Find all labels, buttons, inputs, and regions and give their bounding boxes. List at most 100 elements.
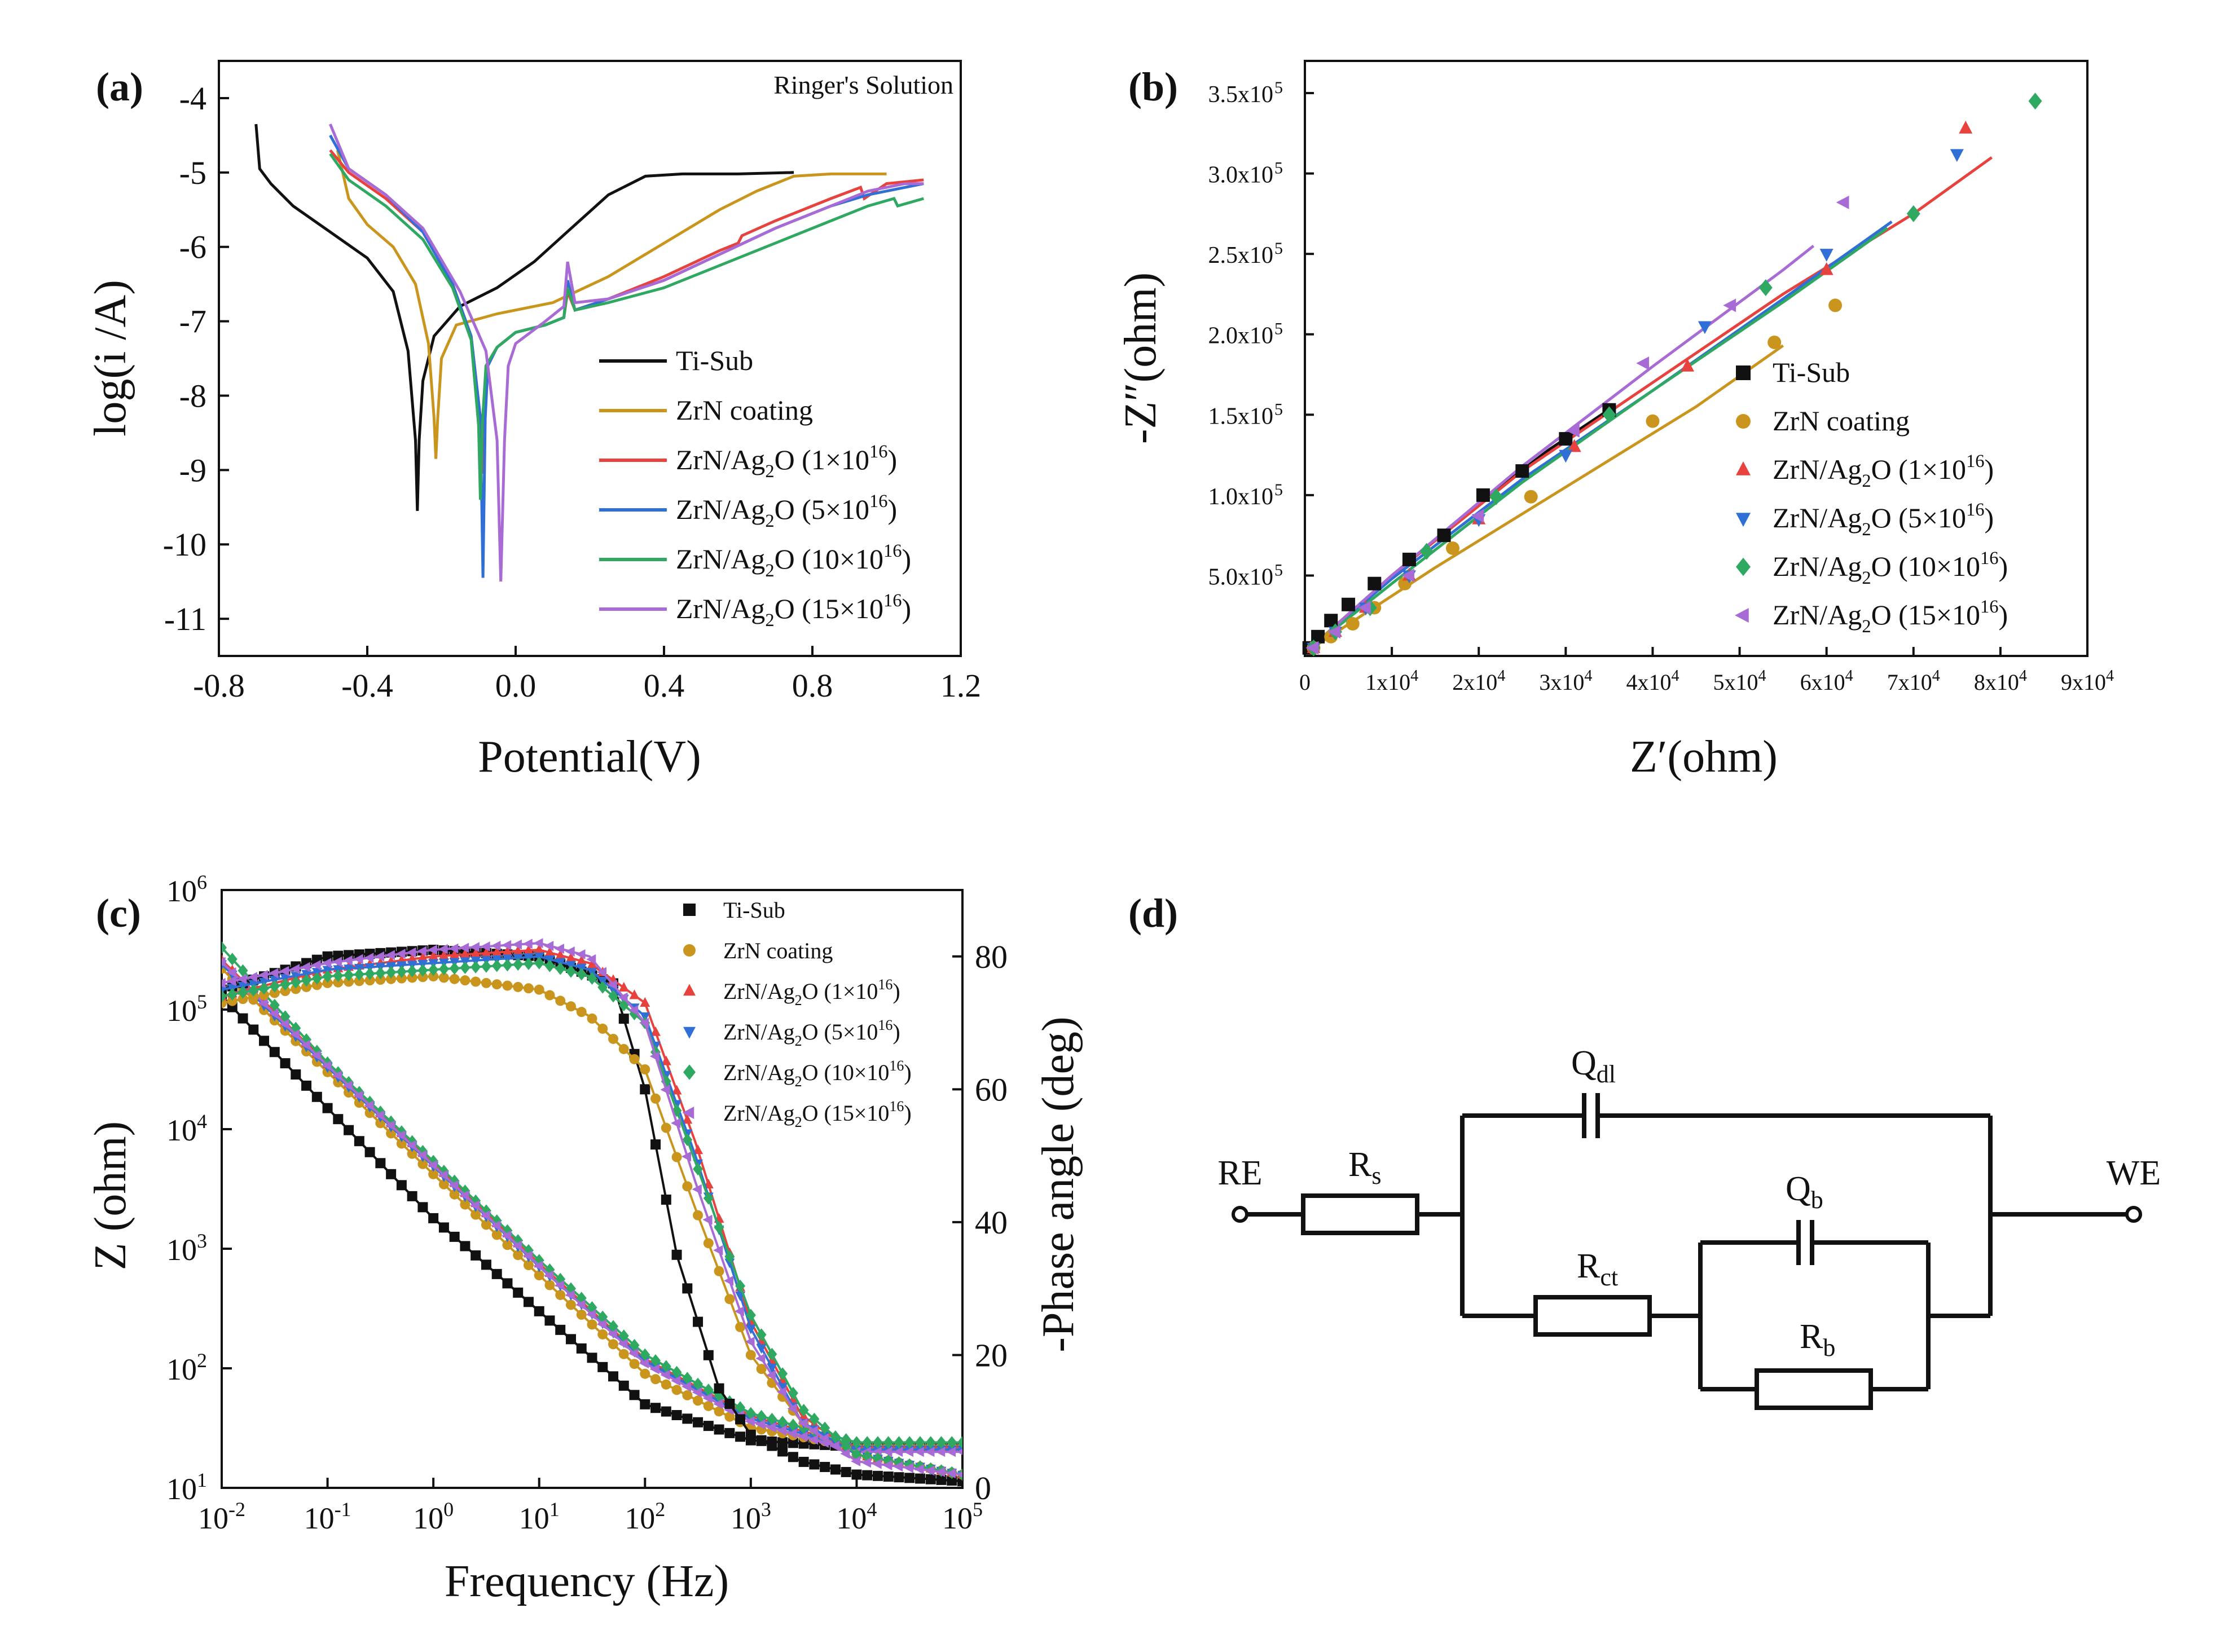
- data-point-c: [280, 986, 291, 997]
- data-point: [1959, 120, 1973, 134]
- data-point-c: [438, 972, 449, 983]
- data-point-c: [947, 1436, 957, 1449]
- data-point-c: [597, 981, 608, 994]
- data-point-c: [480, 1210, 490, 1221]
- data-point-c: [237, 973, 247, 984]
- data-point-c: [544, 1315, 555, 1326]
- x-tick-label-a: 0.4: [644, 667, 685, 704]
- data-point-c: [565, 1001, 576, 1012]
- data-point-c: [608, 1371, 619, 1382]
- data-point-c: [364, 967, 375, 980]
- data-point-c: [332, 957, 342, 967]
- data-point-c: [596, 1319, 607, 1330]
- data-point-c: [522, 1250, 533, 1261]
- data-point-c: [544, 941, 554, 951]
- x-axis-label-a: Potential(V): [478, 732, 701, 782]
- data-point-c: [851, 1436, 862, 1449]
- data-point-c: [311, 980, 322, 990]
- x-tick-label-b: 0: [1299, 669, 1311, 695]
- data-point-c: [502, 1278, 513, 1289]
- data-point-c: [767, 1347, 777, 1361]
- data-point-c: [862, 1436, 873, 1449]
- axis-ticks-b: 0 1x104 2x104 3x104 4x104 5x104 6x104 7x104 8x10…: [1208, 78, 2114, 695]
- data-point-c: [650, 1374, 661, 1385]
- data-point-c: [375, 1110, 385, 1121]
- data-point-c: [745, 1407, 756, 1420]
- data-point-c: [481, 1259, 491, 1270]
- data-point-c: [829, 1440, 839, 1451]
- data-point: [1559, 432, 1573, 446]
- data-point-c: [227, 995, 238, 1006]
- resistor-rb: [1755, 1368, 1873, 1410]
- data-point-c: [291, 1069, 301, 1080]
- data-point-c: [289, 1029, 300, 1040]
- data-point-c: [650, 1354, 661, 1367]
- data-point-c: [238, 964, 248, 977]
- label-re: RE: [1217, 1154, 1262, 1192]
- data-point-c: [640, 1368, 650, 1379]
- label-rct: Rct: [1577, 1247, 1618, 1291]
- y-right-tick-label-c: 0: [975, 1470, 991, 1506]
- data-point-c: [777, 1416, 788, 1429]
- data-point-c: [555, 1324, 566, 1335]
- data-point-c: [756, 1435, 767, 1446]
- data-point-c: [681, 1381, 692, 1392]
- legend-label: ZrN coating: [1773, 405, 1910, 437]
- data-point-c: [661, 1406, 671, 1417]
- y-right-tick-label-c: 20: [975, 1337, 1008, 1373]
- data-point-c: [649, 1364, 659, 1375]
- data-point-c: [544, 1280, 555, 1290]
- data-point-c: [724, 1411, 735, 1422]
- panel-label-d: (d): [1128, 891, 1178, 936]
- data-point-c: [469, 1200, 480, 1211]
- legend-marker-b: [1736, 414, 1751, 429]
- data-point-c: [375, 951, 385, 962]
- data-point-c: [555, 1289, 566, 1300]
- series-line-1: [336, 149, 887, 459]
- data-point-c: [640, 1399, 650, 1409]
- data-point-c: [755, 1353, 766, 1364]
- data-point-c: [660, 1369, 670, 1380]
- data-point-c: [428, 1213, 439, 1223]
- data-point-c: [364, 975, 375, 986]
- data-point-c: [407, 964, 417, 977]
- data-point-c: [935, 1447, 946, 1457]
- x-tick-label-c: 101: [519, 1498, 560, 1535]
- data-point-c: [438, 962, 449, 976]
- data-point-c: [586, 1309, 596, 1320]
- data-point-c: [259, 990, 270, 1001]
- data-point-c: [629, 989, 640, 999]
- data-point-c: [640, 1084, 650, 1095]
- data-point-c: [407, 1191, 417, 1201]
- panel-d-circuit: (d) RE WE Rs Qdl Rct Qb: [1128, 891, 2161, 1410]
- data-point-c: [703, 1192, 714, 1205]
- data-point-c: [291, 976, 301, 989]
- data-point-c: [333, 1114, 344, 1125]
- data-point-c: [682, 1413, 693, 1424]
- legend-label: ZrN/Ag2O (1×1016): [676, 442, 897, 482]
- data-point-c: [565, 952, 576, 962]
- y-tick-exp-b: 5: [1274, 320, 1283, 338]
- data-point-c: [841, 1439, 851, 1452]
- data-point-c: [819, 1433, 829, 1444]
- data-point-c: [428, 971, 439, 982]
- data-point-c: [693, 1417, 704, 1428]
- data-point-c: [735, 1431, 746, 1442]
- data-points-b: [1302, 92, 2042, 657]
- data-point-c: [502, 946, 513, 956]
- data-point-c: [322, 1103, 333, 1113]
- legend-label: Ti-Sub: [723, 897, 785, 923]
- data-point-c: [417, 972, 428, 983]
- data-point-c: [375, 975, 386, 985]
- data-point-c: [491, 940, 501, 951]
- data-point-c: [618, 1329, 629, 1342]
- data-point-c: [756, 1409, 767, 1423]
- data-point-c: [882, 1460, 892, 1470]
- data-point-c: [587, 1013, 597, 1024]
- data-point-c: [354, 1136, 364, 1147]
- data-point-c: [449, 1231, 460, 1242]
- data-point-c: [227, 953, 238, 966]
- data-point-c: [375, 1158, 386, 1169]
- data-point-c: [640, 1348, 650, 1362]
- legend-marker-b: [1736, 461, 1751, 475]
